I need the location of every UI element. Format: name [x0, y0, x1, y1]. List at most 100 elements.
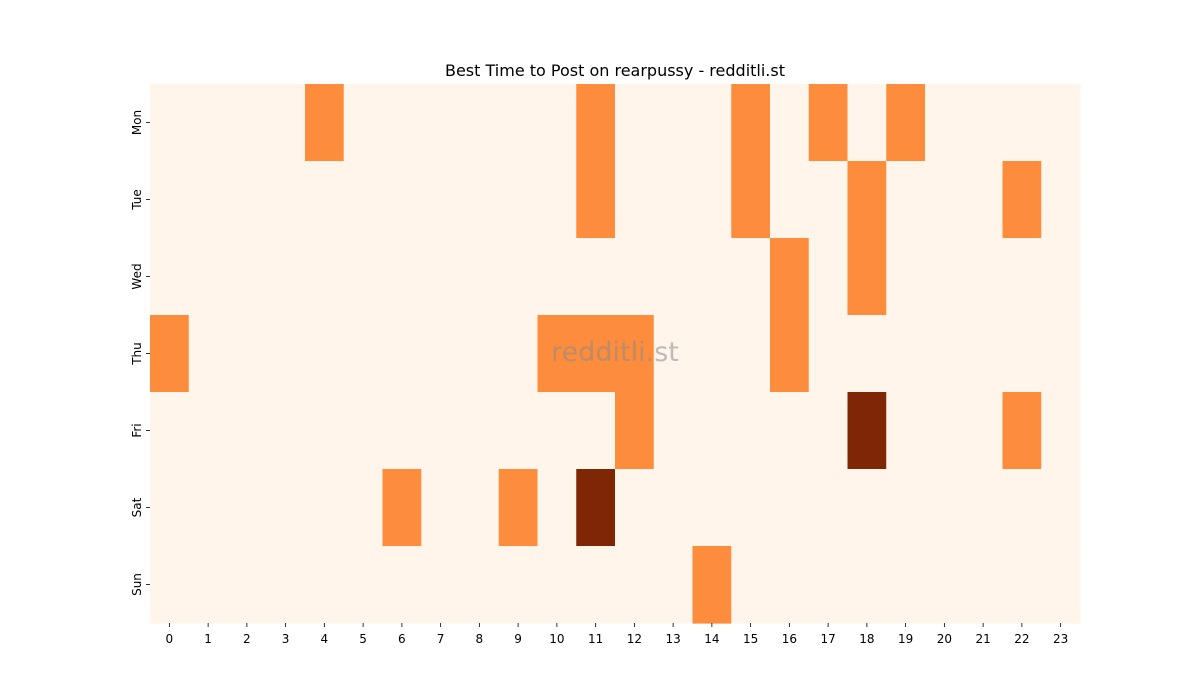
heatmap-cell-sat-2 [227, 469, 267, 547]
heatmap-cell-fri-0 [150, 392, 190, 470]
heatmap-cell-sat-12 [615, 469, 655, 547]
heatmap-cell-tue-0 [150, 161, 190, 239]
heatmap-cell-sun-13 [653, 546, 694, 624]
heatmap-cell-wed-18 [847, 238, 887, 316]
heatmap-cell-mon-3 [266, 84, 306, 162]
heatmap-cell-sun-20 [925, 546, 965, 624]
heatmap-cell-thu-22 [1002, 315, 1042, 393]
heatmap-cell-wed-10 [537, 238, 577, 316]
heatmap-cell-sat-10 [537, 469, 577, 547]
heatmap-cell-sun-10 [537, 546, 577, 624]
heatmap-cell-sat-8 [460, 469, 500, 547]
heatmap-cell-thu-10 [537, 315, 577, 393]
heatmap-cell-wed-20 [925, 238, 965, 316]
heatmap-cell-mon-19 [886, 84, 926, 162]
heatmap-cell-thu-20 [925, 315, 965, 393]
heatmap-cell-sun-23 [1041, 546, 1081, 624]
heatmap-cell-wed-12 [615, 238, 655, 316]
heatmap-cell-fri-16 [770, 392, 810, 470]
heatmap-cell-tue-8 [460, 161, 500, 239]
heatmap-cell-tue-10 [537, 161, 577, 239]
heatmap-cell-thu-3 [266, 315, 306, 393]
x-tick-label: 19 [898, 632, 913, 646]
heatmap-cell-fri-23 [1041, 392, 1081, 470]
heatmap-cell-sat-19 [886, 469, 926, 547]
heatmap-cell-fri-6 [382, 392, 422, 470]
heatmap-cell-fri-10 [537, 392, 577, 470]
heatmap-cell-thu-1 [188, 315, 229, 393]
heatmap-cell-mon-17 [808, 84, 849, 162]
heatmap-cell-sat-16 [770, 469, 810, 547]
heatmap-cell-fri-14 [692, 392, 732, 470]
x-tick-label: 9 [514, 632, 522, 646]
chart-title: Best Time to Post on rearpussy - redditl… [445, 61, 785, 80]
heatmap-cell-tue-19 [886, 161, 926, 239]
heatmap-cell-fri-20 [925, 392, 965, 470]
heatmap-cell-sat-22 [1002, 469, 1042, 547]
heatmap-cell-thu-7 [421, 315, 461, 393]
y-axis: Mon Tue Wed Thu Fri Sat Sun [130, 110, 150, 596]
heatmap-cell-thu-16 [770, 315, 810, 393]
heatmap-cell-mon-6 [382, 84, 422, 162]
heatmap-cell-sun-16 [770, 546, 810, 624]
heatmap-cell-mon-12 [615, 84, 655, 162]
heatmap-cell-mon-9 [498, 84, 539, 162]
heatmap-cell-fri-5 [343, 392, 384, 470]
heatmap-cell-sun-17 [808, 546, 849, 624]
heatmap-cell-sat-7 [421, 469, 461, 547]
heatmap-cell-fri-2 [227, 392, 267, 470]
heatmap-cell-thu-17 [808, 315, 849, 393]
x-tick-label: 3 [282, 632, 290, 646]
x-tick-label: 13 [665, 632, 680, 646]
heatmap-cell-sat-9 [498, 469, 539, 547]
heatmap-cell-thu-23 [1041, 315, 1081, 393]
heatmap-cell-fri-8 [460, 392, 500, 470]
heatmap-cell-tue-11 [576, 161, 616, 239]
heatmap-cell-thu-19 [886, 315, 926, 393]
x-tick-label: 2 [243, 632, 251, 646]
heatmap-cell-thu-13 [653, 315, 694, 393]
x-tick-label: 16 [782, 632, 797, 646]
heatmap-cell-fri-21 [963, 392, 1004, 470]
heatmap-cell-tue-21 [963, 161, 1004, 239]
heatmap-cell-thu-5 [343, 315, 384, 393]
heatmap-cell-tue-18 [847, 161, 887, 239]
heatmap-cell-fri-3 [266, 392, 306, 470]
heatmap-cell-fri-9 [498, 392, 539, 470]
heatmap-cell-sun-12 [615, 546, 655, 624]
heatmap-cell-thu-11 [576, 315, 616, 393]
y-tick-label: Mon [130, 110, 144, 135]
heatmap-cell-sun-6 [382, 546, 422, 624]
heatmap-cell-fri-22 [1002, 392, 1042, 470]
heatmap-cell-wed-0 [150, 238, 190, 316]
heatmap-cell-mon-2 [227, 84, 267, 162]
heatmap-cell-wed-21 [963, 238, 1004, 316]
heatmap-cell-sun-1 [188, 546, 229, 624]
heatmap-cell-wed-8 [460, 238, 500, 316]
heatmap-cell-sat-4 [305, 469, 345, 547]
heatmap-cell-tue-5 [343, 161, 384, 239]
heatmap-cell-fri-18 [847, 392, 887, 470]
heatmap-cell-wed-23 [1041, 238, 1081, 316]
heatmap-cell-tue-17 [808, 161, 849, 239]
heatmap-cell-wed-9 [498, 238, 539, 316]
x-tick-label: 12 [627, 632, 642, 646]
heatmap-cell-fri-17 [808, 392, 849, 470]
heatmap-cell-sat-23 [1041, 469, 1081, 547]
x-tick-label: 6 [398, 632, 406, 646]
y-tick-label: Sun [130, 573, 144, 596]
x-tick-label: 18 [859, 632, 874, 646]
heatmap-cell-thu-6 [382, 315, 422, 393]
heatmap-cell-mon-14 [692, 84, 732, 162]
heatmap-cell-tue-2 [227, 161, 267, 239]
x-tick-label: 20 [937, 632, 952, 646]
x-tick-label: 1 [204, 632, 212, 646]
heatmap-cell-fri-19 [886, 392, 926, 470]
heatmap-cell-sat-3 [266, 469, 306, 547]
heatmap-cell-tue-23 [1041, 161, 1081, 239]
heatmap-cell-sun-9 [498, 546, 539, 624]
heatmap-cell-mon-21 [963, 84, 1004, 162]
heatmap-cell-sat-20 [925, 469, 965, 547]
heatmap-cell-sat-17 [808, 469, 849, 547]
heatmap-cell-wed-6 [382, 238, 422, 316]
